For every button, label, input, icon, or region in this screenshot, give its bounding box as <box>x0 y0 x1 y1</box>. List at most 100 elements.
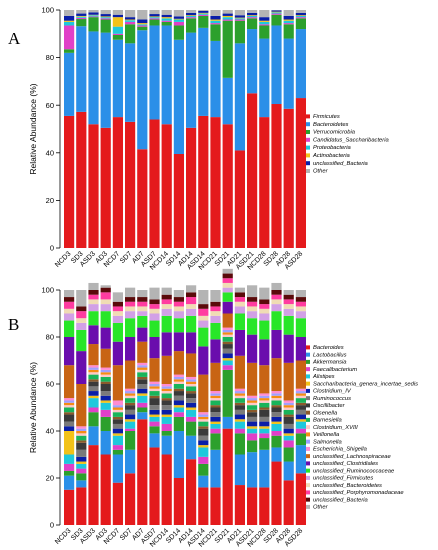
panel-a-bar-ncd7-seg-2 <box>112 34 123 40</box>
panel-b-legend-swatch <box>306 359 310 364</box>
panel-a-bar-asd28-seg-7 <box>295 10 306 13</box>
panel-b-bar-ad28-seg-18 <box>283 308 294 316</box>
panel-b-bar-ad28-seg-7 <box>283 423 294 429</box>
panel-b-bar-ncd14-seg-13 <box>161 386 172 389</box>
panel-b-bar-ncd28-seg-12 <box>259 398 270 401</box>
panel-b-bar-asd21-seg-3 <box>247 433 258 441</box>
panel-b-bar-asd21-seg-9 <box>247 409 258 413</box>
panel-a-xtick-label: SD7 <box>119 250 134 265</box>
panel-b-bar-ad28-seg-12 <box>283 405 294 408</box>
panel-b-bar-sd7-seg-18 <box>125 311 136 319</box>
panel-a-legend-entry: Firmicutes <box>313 114 340 120</box>
panel-a-bar-ad21-seg-7 <box>234 10 245 16</box>
panel-a-bar-ncd14-seg-1 <box>161 25 172 125</box>
panel-b-bar-asd21-seg-6 <box>247 421 258 427</box>
panel-b-bar-ncd14-seg-18 <box>161 308 172 316</box>
panel-a-bar-sd28-seg-5 <box>271 11 282 13</box>
panel-a-bar-sd21-seg-0 <box>222 124 233 248</box>
panel-a-bar-asd28-seg-5 <box>295 15 306 16</box>
panel-b-bar-ncd3-seg-6 <box>64 426 75 431</box>
panel-b-bar-sd3-seg-18 <box>76 322 87 330</box>
panel-b-bar-asd14-seg-1 <box>198 475 209 488</box>
panel-b-bar-asd14-seg-22 <box>198 290 209 305</box>
panel-b-bar-ncd21-seg-6 <box>210 416 221 422</box>
panel-a-bar-asd14-seg-2 <box>198 15 209 28</box>
panel-b-bar-ad3-seg-15 <box>100 348 111 368</box>
panel-b-bar-sd28-seg-8 <box>271 407 282 413</box>
panel-b-bar-sd3-seg-8 <box>76 442 87 450</box>
panel-b-bar-ncd3-seg-1 <box>64 475 75 490</box>
panel-b-legend-entry: Alistipes <box>312 374 335 380</box>
panel-b-bar-sd3-seg-9 <box>76 440 87 443</box>
panel-b-bar-asd28-seg-3 <box>295 428 306 434</box>
panel-b-bar-ncd7-seg-0 <box>112 482 123 525</box>
panel-b-bar-sd28-seg-18 <box>271 304 282 312</box>
panel-b-bar-sd21-seg-3 <box>222 365 233 370</box>
panel-a-bar-ad14-seg-5 <box>186 15 197 16</box>
panel-a-bar-asd3-seg-1 <box>88 31 99 125</box>
panel-a-bar-ad28-seg-2 <box>283 24 294 39</box>
panel-b-bar-sd14-seg-18 <box>173 311 184 319</box>
panel-b-legend-swatch <box>306 468 310 473</box>
panel-b-bar-asd14-seg-15 <box>198 374 209 413</box>
panel-b-bar-sd21-seg-20 <box>222 278 233 283</box>
panel-b-bar-asd28-seg-7 <box>295 409 306 415</box>
panel-b-bar-ncd3-seg-22 <box>64 290 75 298</box>
panel-a-label: A <box>8 29 21 48</box>
panel-a-bar-ncd3-seg-4 <box>64 21 75 26</box>
panel-b-legend-entry: Clostridium_XVIII <box>313 425 358 431</box>
panel-b-bar-sd3-seg-0 <box>76 487 87 525</box>
panel-a-bar-ad7-seg-6 <box>137 19 148 24</box>
panel-b-bar-ncd28-seg-16 <box>259 339 270 366</box>
panel-b-bar-asd7-seg-18 <box>149 313 160 321</box>
panel-a-bar-asd21-seg-2 <box>247 18 258 30</box>
panel-b-bar-sd3-seg-12 <box>76 431 87 434</box>
panel-a-bar-ncd14-seg-3 <box>161 20 172 22</box>
panel-a-legend-entry: Actinobacteria <box>312 153 351 159</box>
panel-a-bar-ncd3-seg-6 <box>64 15 75 21</box>
panel-b-bar-ncd28-seg-0 <box>259 487 270 525</box>
panel-b-bar-ad3-seg-19 <box>100 299 111 305</box>
panel-b-legend-entry: unclassified_Lachnospiraceae <box>313 454 391 460</box>
panel-b-bar-asd7-seg-10 <box>149 391 160 396</box>
panel-b-ytick-label: 60 <box>46 380 54 389</box>
panel-b-bar-sd3-seg-13 <box>76 428 87 431</box>
panel-a-bar-sd7-seg-7 <box>125 10 136 18</box>
panel-b-bar-sd28-seg-14 <box>271 391 282 394</box>
panel-a-bar-sd7-seg-4 <box>125 20 136 22</box>
panel-b-ytick-label: 20 <box>46 474 54 483</box>
panel-b-bar-asd7-seg-1 <box>149 433 160 448</box>
panel-b-legend-entry: Escherichia_Shigella <box>313 447 368 453</box>
panel-b-bar-sd3-seg-1 <box>76 480 87 488</box>
panel-b-legend-swatch <box>306 439 310 444</box>
panel-b-bar-asd7-seg-8 <box>149 398 160 406</box>
panel-b-bar-ncd21-seg-3 <box>210 428 221 434</box>
panel-b-bar-ncd28-seg-10 <box>259 402 270 408</box>
panel-b-legend-swatch <box>306 410 310 415</box>
panel-a-bar-asd28-seg-2 <box>295 18 306 30</box>
panel-b-bar-ncd14-seg-19 <box>161 304 172 309</box>
panel-b-legend-swatch <box>306 367 310 372</box>
panel-b-bar-ad7-seg-18 <box>137 311 148 316</box>
panel-b-bar-asd3-seg-22 <box>88 282 99 290</box>
panel-b-bar-ncd21-seg-0 <box>210 487 221 525</box>
panel-b-bar-ncd3-seg-12 <box>64 402 75 406</box>
panel-b-bar-ncd7-seg-7 <box>112 423 123 429</box>
panel-a-bar-sd3-seg-1 <box>76 26 87 112</box>
panel-b-bar-asd3-seg-6 <box>88 391 99 396</box>
panel-a-bar-sd21-seg-6 <box>222 13 233 16</box>
panel-b-bar-asd28-seg-8 <box>295 405 306 410</box>
panel-b-bar-sd21-seg-12 <box>222 332 233 335</box>
panel-b-bar-asd7-seg-11 <box>149 388 160 392</box>
panel-a-bar-asd28-seg-6 <box>295 12 306 16</box>
panel-a-bar-ad28-seg-0 <box>283 108 294 249</box>
panel-b-bar-sd14-seg-22 <box>173 290 184 298</box>
panel-b-bar-ncd7-seg-15 <box>112 365 123 401</box>
panel-b-legend-entry: unclassified_Firmicutes <box>313 476 373 482</box>
panel-b-bar-ad14-seg-16 <box>186 332 197 354</box>
panel-b-bar-asd21-seg-21 <box>247 297 258 302</box>
panel-b-bar-ncd3-seg-14 <box>64 398 75 401</box>
panel-a-legend-swatch <box>306 122 310 127</box>
panel-b-bar-sd3-seg-4 <box>76 463 87 469</box>
panel-b-bar-ad7-seg-0 <box>137 419 148 525</box>
